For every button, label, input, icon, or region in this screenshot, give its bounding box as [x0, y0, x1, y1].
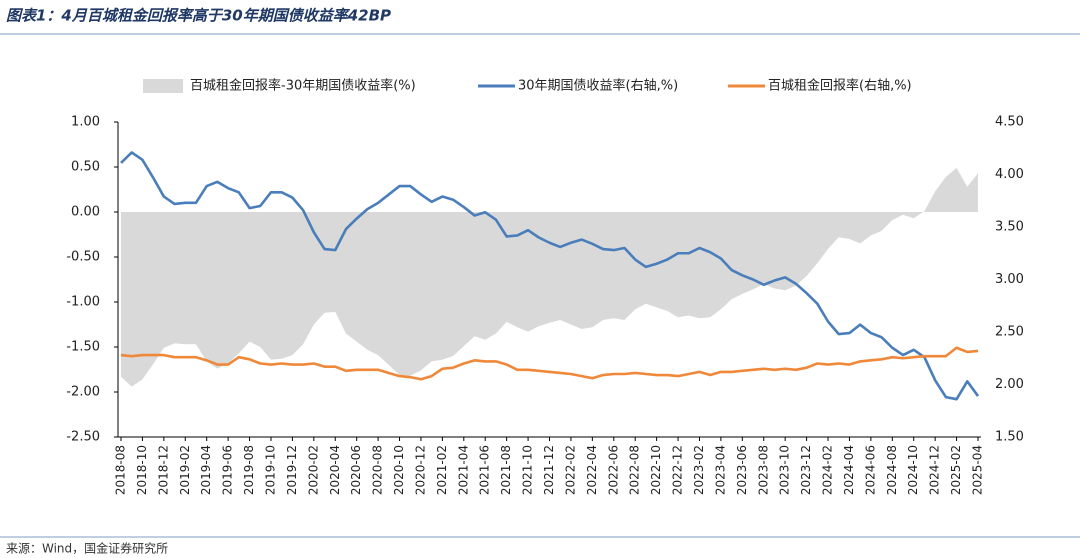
- x-tick-label: 2023-04: [713, 445, 727, 495]
- x-tick-label: 2022-02: [563, 445, 577, 495]
- x-tick-label: 2022-04: [585, 445, 599, 495]
- x-tick-label: 2018-08: [114, 445, 128, 495]
- x-tick-label: 2020-04: [328, 445, 342, 495]
- x-tick-label: 2022-06: [606, 445, 620, 495]
- x-tick-label: 2021-12: [542, 445, 556, 495]
- y-tick-label: -1.50: [66, 340, 100, 355]
- x-tick-label: 2019-12: [285, 445, 299, 495]
- y2-tick-label: 2.00: [995, 377, 1024, 392]
- x-tick-label: 2021-08: [499, 445, 513, 495]
- x-tick-label: 2020-12: [413, 445, 427, 495]
- legend-label: 30年期国债收益率(右轴,%): [518, 78, 678, 94]
- y-tick-label: -2.00: [66, 385, 100, 400]
- x-tick-label: 2021-04: [456, 445, 470, 495]
- x-tick-label: 2020-02: [306, 445, 320, 495]
- x-tick-label: 2019-02: [178, 445, 192, 495]
- x-tick-label: 2020-08: [371, 445, 385, 495]
- x-tick-label: 2021-02: [435, 445, 449, 495]
- y2-tick-label: 3.50: [995, 220, 1024, 235]
- legend-label: 百城租金回报率(右轴,%): [768, 78, 912, 94]
- x-tick-label: 2019-10: [263, 445, 277, 495]
- line: [120, 346, 979, 381]
- x-tick-label: 2023-02: [692, 445, 706, 495]
- y2-tick-label: 2.50: [995, 325, 1024, 340]
- x-tick-label: 2025-02: [949, 445, 963, 495]
- y2-tick-label: 4.50: [995, 115, 1024, 130]
- y-tick-label: -2.50: [66, 430, 100, 445]
- y-tick-label: -0.50: [66, 250, 100, 265]
- y2-tick-label: 3.00: [995, 272, 1024, 287]
- x-tick-label: 2024-08: [885, 445, 899, 495]
- x-tick-label: 2019-08: [242, 445, 256, 495]
- x-tick-label: 2023-10: [778, 445, 792, 495]
- x-tick-label: 2024-02: [821, 445, 835, 495]
- y-tick-label: -1.00: [66, 295, 100, 310]
- x-tick-label: 2019-06: [221, 445, 235, 495]
- legend-label: 百城租金回报率-30年期国债收益率(%): [190, 78, 416, 94]
- x-tick-label: 2024-10: [906, 445, 920, 495]
- y2-tick-label: 1.50: [995, 430, 1024, 445]
- x-tick-label: 2023-08: [756, 445, 770, 495]
- x-tick-label: 2024-06: [863, 445, 877, 495]
- x-tick-label: 2021-10: [521, 445, 535, 495]
- x-tick-label: 2022-08: [628, 445, 642, 495]
- x-tick-label: 2023-12: [799, 445, 813, 495]
- x-tick-label: 2025-04: [971, 445, 985, 495]
- x-tick-label: 2022-10: [649, 445, 663, 495]
- x-tick-label: 2021-06: [478, 445, 492, 495]
- area: [121, 167, 978, 387]
- line: [120, 151, 980, 401]
- y2-tick-label: 4.00: [995, 167, 1024, 182]
- x-tick-label: 2020-10: [392, 445, 406, 495]
- x-tick-label: 2022-12: [671, 445, 685, 495]
- x-tick-label: 2019-04: [199, 445, 213, 495]
- x-tick-label: 2020-06: [349, 445, 363, 495]
- y-tick-label: 1.00: [71, 115, 100, 130]
- x-tick-label: 2018-12: [156, 445, 170, 495]
- legend-swatch: [143, 79, 183, 93]
- y-tick-label: 0.00: [71, 205, 100, 220]
- chart-title: 图表1：4月百城租金回报率高于30年期国债收益率42BP: [6, 7, 391, 25]
- y-tick-label: 0.50: [71, 160, 100, 175]
- x-tick-label: 2024-12: [928, 445, 942, 495]
- source: 来源：Wind，国金证券研究所: [6, 541, 168, 556]
- x-tick-label: 2024-04: [842, 445, 856, 495]
- x-tick-label: 2018-10: [135, 445, 149, 495]
- x-tick-label: 2023-06: [735, 445, 749, 495]
